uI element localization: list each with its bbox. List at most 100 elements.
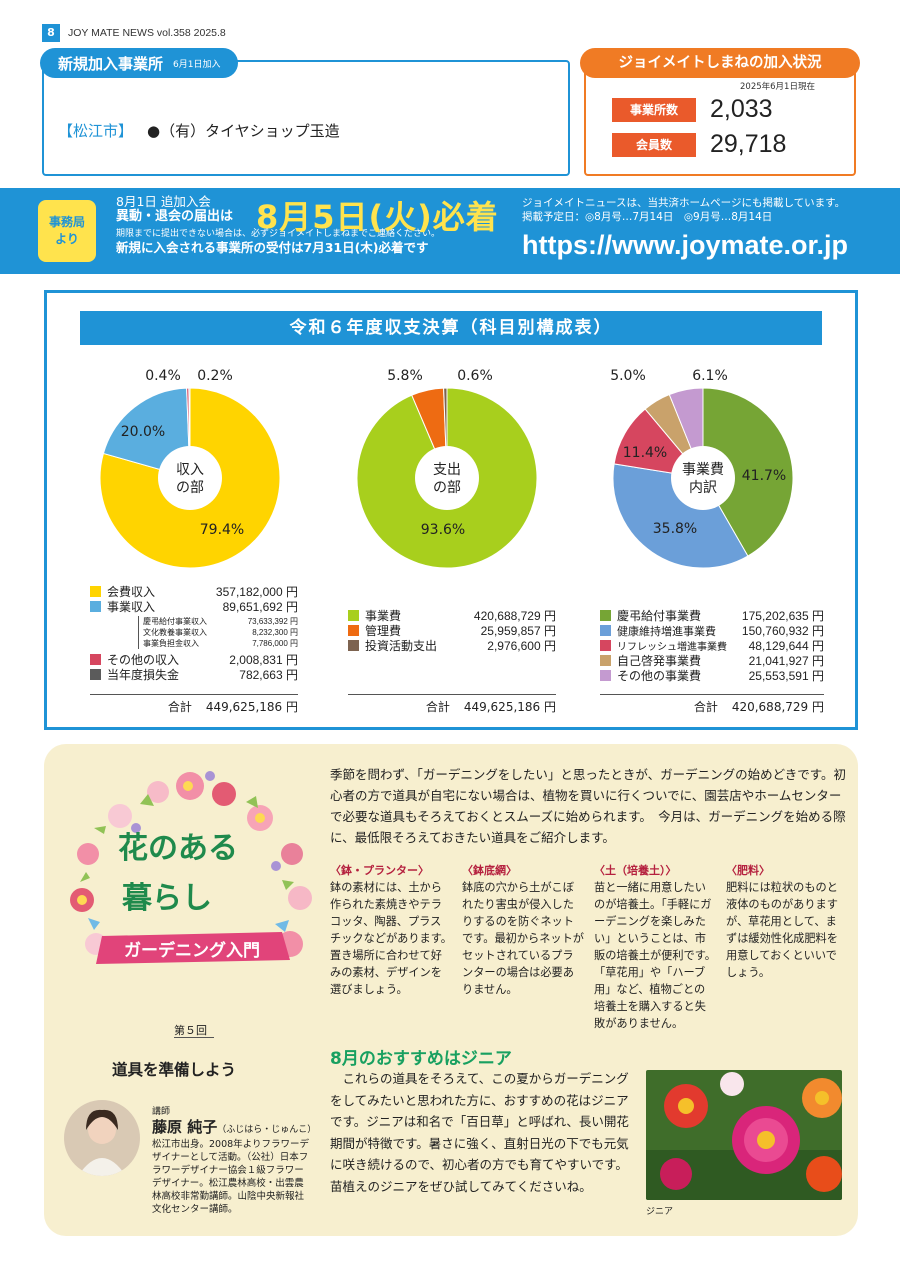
legend-value: 420,688,729 円: [473, 609, 556, 623]
finance-box: [44, 290, 858, 730]
garden-ribbon: ガーデニング入門: [124, 940, 260, 961]
legend-value: 175,202,635 円: [741, 609, 824, 623]
notice-line3: 期限までに提出できない場合は、必ずジョイメイトしまねまでご連絡ください。: [116, 229, 441, 239]
flower-wreath-illustration: 花のある 暮らし ガーデニング入門: [70, 771, 312, 964]
membership-status-title: ジョイメイトしまねの加入状況: [580, 48, 860, 78]
pie-percent-label: 79.4%: [200, 522, 244, 538]
tool-body: 鉢底の穴から土がこぼれたり害虫が侵入したりするのを防ぐネットです。最初からネット…: [462, 881, 584, 996]
legend-item: 投資活動支出 2,976,600 円: [348, 638, 556, 653]
legend-label: 会費収入: [107, 585, 156, 599]
company-name: ●（有）タイヤショップ玉造: [147, 122, 340, 140]
new-members-tab: 新規加入事業所 6月1日加入: [40, 48, 239, 78]
total-label: 合計: [167, 700, 192, 714]
legend-item: 健康維持増進事業費 150,760,932 円: [600, 623, 824, 638]
pie-percent-label: 35.8%: [653, 521, 697, 537]
web-notice: ジョイメイトニュースは、当共済ホームページにも掲載しています。 掲載予定日：◎8…: [522, 196, 845, 224]
tool-column: 〈鉢・プランター〉鉢の素材には、土から作られた素焼きやテラコッタ、陶器、プラスチ…: [330, 862, 452, 998]
tool-body: 鉢の素材には、土から作られた素焼きやテラコッタ、陶器、プラスチックなどがあります…: [330, 881, 452, 996]
status-value: 2,033: [710, 95, 773, 123]
garden-title-line2: 暮らし: [122, 881, 212, 916]
pie-percent-label: 5.0%: [610, 368, 646, 384]
episode-title: 道具を準備しよう: [112, 1061, 237, 1079]
sub-value: 7,786,000 円: [252, 639, 298, 648]
pie-percent-label: 11.4%: [623, 445, 667, 461]
legend-value: 2,008,831 円: [229, 653, 298, 667]
legend-label: 当年度損失金: [107, 668, 180, 682]
finance-title: 令和６年度収支決算（科目別構成表）: [80, 311, 822, 345]
legend-swatch: [600, 670, 611, 681]
sub-value: 73,633,392 円: [247, 617, 298, 626]
new-member-entry: 【松江市】 ●（有）タイヤショップ玉造: [58, 120, 340, 141]
pie-center: [671, 446, 735, 510]
notice-line1: 8月1日 追加入会: [116, 194, 211, 209]
legend-label: その他の事業費: [617, 669, 702, 683]
total-value: 420,688,729 円: [731, 700, 824, 714]
legend-label: その他の収入: [107, 653, 180, 667]
new-members-box: [42, 60, 570, 176]
legend-label: 投資活動支出: [365, 639, 438, 653]
pie-percent-label: 0.2%: [197, 368, 233, 384]
tool-heading: 〈肥料〉: [726, 864, 770, 877]
legend-label: リフレッシュ増進事業費: [617, 642, 727, 653]
legend-item: その他の事業費 25,553,591 円: [600, 668, 824, 683]
website-url[interactable]: https://www.joymate.or.jp: [522, 230, 849, 260]
pie-center: [158, 446, 222, 510]
legend-value: 25,959,857 円: [480, 624, 556, 638]
total-label: 合計: [693, 700, 718, 714]
breakdown-legend: 慶弔給付事業費 175,202,635 円 健康維持増進事業費 150,760,93…: [600, 608, 824, 683]
income-subitems: 慶弔給付事業収入 73,633,392 円 文化教養事業収入 8,232,300 円…: [138, 616, 298, 649]
tool-heading: 〈鉢・プランター〉: [330, 864, 429, 877]
status-row-offices: 事業所数 2,033: [612, 95, 773, 124]
status-label: 会員数: [612, 132, 696, 157]
legend-swatch: [90, 586, 101, 597]
status-date: 2025年6月1日現在: [740, 82, 815, 92]
legend-swatch: [348, 640, 359, 651]
legend-swatch: [90, 601, 101, 612]
sub-label: 文化教養事業収入: [143, 628, 207, 637]
legend-label: 事業費: [365, 609, 402, 623]
tool-column: 〈鉢底網〉 鉢底の穴から土がこぼれたり害虫が侵入したりするのを防ぐネットです。最初…: [462, 862, 584, 998]
pie-slice: [702, 387, 794, 557]
pie-center: [415, 446, 479, 510]
legend-item: 管理費 25,959,857 円: [348, 623, 556, 638]
legend-label: 事業収入: [107, 600, 156, 614]
city-label: 【松江市】: [58, 122, 134, 140]
teacher-kana: （ふじはら・じゅんこ）: [217, 1125, 317, 1135]
legend-value: 357,182,000 円: [215, 585, 298, 599]
pie-slice: [612, 463, 749, 569]
sub-label: 慶弔給付事業収入: [143, 617, 207, 626]
notice-line4: 新規に入会される事業所の受付は7月31日(木)必着です: [116, 240, 429, 255]
legend-value: 25,553,591 円: [748, 669, 824, 683]
sub-item: 文化教養事業収入 8,232,300 円: [143, 627, 298, 638]
new-members-subtitle: 6月1日加入: [173, 59, 221, 70]
total-value: 449,625,186 円: [463, 700, 556, 714]
garden-title-line1: 花のある: [118, 831, 238, 866]
legend-swatch: [600, 625, 611, 636]
legend-swatch: [90, 669, 101, 680]
tool-heading: 〈土（培養土）〉: [594, 864, 677, 877]
breakdown-total: 合計 420,688,729 円: [600, 694, 824, 715]
legend-swatch: [600, 640, 611, 651]
pie-percent-label: 20.0%: [121, 424, 165, 440]
web-notice-line1: ジョイメイトニュースは、当共済ホームページにも掲載しています。: [522, 197, 846, 209]
notice-text: 8月1日 追加入会 異動・退会の届出は 期限までに提出できない場合は、必ずジョイ…: [116, 194, 440, 256]
pie-center-label: 支出: [433, 462, 461, 478]
income-legend: 会費収入 357,182,000 円 事業収入 89,651,692 円 慶弔給付事…: [90, 584, 298, 682]
pie-percent-label: 41.7%: [742, 468, 786, 484]
legend-value: 89,651,692 円: [222, 600, 298, 614]
legend-item: 慶弔給付事業費 175,202,635 円: [600, 608, 824, 623]
legend-swatch: [600, 655, 611, 666]
legend-label: 慶弔給付事業費: [617, 609, 702, 623]
episode-divider: [174, 1037, 214, 1038]
pie-center-label: 収入: [176, 462, 204, 478]
tool-body: 肥料には粒状のものと液体のものがありますが、草花用として、まずは緩効性化成肥料を…: [726, 881, 838, 979]
legend-item: 事業費 420,688,729 円: [348, 608, 556, 623]
pie-center-label: 事業費: [682, 462, 724, 478]
legend-item: 自己啓発事業費 21,041,927 円: [600, 653, 824, 668]
legend-label: 健康維持増進事業費: [617, 624, 716, 638]
legend-item: 当年度損失金 782,663 円: [90, 667, 298, 682]
web-notice-line2: 掲載予定日：◎8月号…7月14日 ◎9月号…8月14日: [522, 211, 773, 223]
sub-item: 事業負担金収入 7,786,000 円: [143, 638, 298, 649]
recommend-text: これらの道具をそろえて、この夏からガーデニングをしてみたいと思われた方に、おすす…: [330, 1071, 629, 1194]
teacher-label: 講師: [152, 1107, 171, 1117]
